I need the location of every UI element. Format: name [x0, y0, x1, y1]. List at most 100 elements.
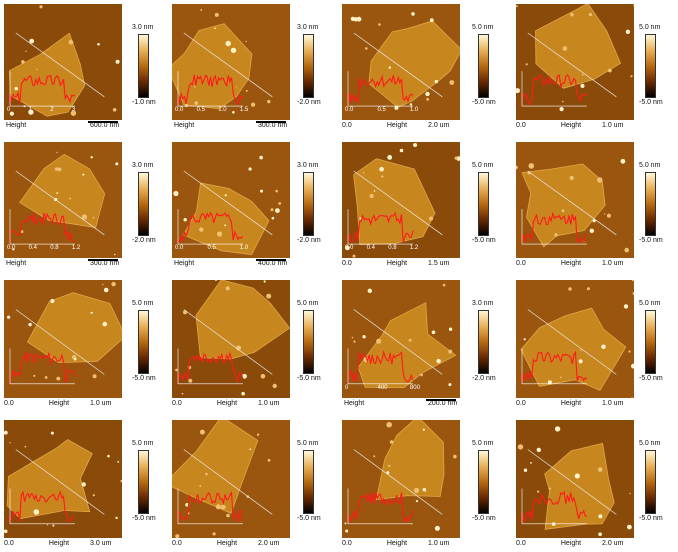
afm-height-image: 0.0 0.4 0.8 1.2	[4, 142, 122, 258]
colorbar-max-label: 5.0 nm	[132, 300, 154, 307]
channel-label: Height	[386, 122, 408, 129]
colorbar-max-label: 3.0 nm	[132, 24, 154, 31]
height-profile-trace	[347, 74, 414, 107]
afm-height-image	[342, 420, 460, 538]
afm-height-image	[516, 420, 634, 538]
profile-tick-label: 0.0	[175, 107, 184, 114]
height-profile-trace	[347, 349, 414, 384]
scan-size-label: 1.0 um	[602, 400, 624, 407]
height-colorbar	[645, 172, 656, 236]
scan-size-label: 300.0 nm	[258, 122, 288, 129]
colorbar-min-label: -5.0 nm	[132, 515, 156, 522]
colorbar-max-label: 3.0 nm	[297, 162, 319, 169]
colorbar-max-label: 3.0 nm	[472, 300, 494, 307]
height-profile-trace	[177, 490, 244, 524]
colorbar-max-label: 5.0 nm	[472, 24, 494, 31]
scale-bar	[426, 399, 456, 401]
scan-size-label: 300.0 nm	[90, 260, 120, 267]
axis-start-label: 0.0	[172, 540, 182, 547]
afm-height-image: 0.0 0.4 0.8 1.2	[342, 142, 460, 258]
colorbar-min-label: -5.0 nm	[472, 237, 496, 244]
height-colorbar	[478, 450, 489, 514]
scale-bar	[88, 121, 118, 123]
height-profile-trace	[9, 490, 76, 524]
colorbar-max-label: 5.0 nm	[297, 300, 319, 307]
afm-height-image: 0.0 0.5 1.0 1.5	[172, 4, 290, 120]
afm-height-image	[516, 280, 634, 398]
scan-size-label: 2.0 um	[428, 122, 450, 129]
channel-label: Height	[174, 122, 195, 129]
scale-bar	[256, 121, 286, 123]
scale-bar	[88, 259, 118, 261]
height-profile-trace	[347, 492, 414, 524]
scan-size-label: 1.0 um	[602, 122, 624, 129]
height-profile-trace	[347, 211, 414, 245]
profile-tick-label: 0.5	[207, 245, 216, 252]
height-colorbar	[478, 34, 489, 98]
colorbar-max-label: 5.0 nm	[639, 440, 661, 447]
channel-label: Height	[560, 540, 582, 547]
height-colorbar	[645, 450, 656, 514]
colorbar-max-label: 5.0 nm	[639, 24, 661, 31]
profile-tick-label: 1.0	[239, 245, 249, 252]
axis-start-label: 0.0	[516, 122, 526, 129]
channel-label: Height	[216, 540, 238, 547]
scan-size-label: 1.0 um	[428, 540, 450, 547]
channel-label: Height	[48, 540, 70, 547]
afm-height-image	[4, 420, 122, 538]
channel-label: Height	[560, 122, 582, 129]
height-colorbar	[645, 34, 656, 98]
colorbar-max-label: 5.0 nm	[297, 440, 319, 447]
height-colorbar	[303, 450, 314, 514]
height-colorbar	[138, 172, 149, 236]
colorbar-min-label: -2.0 nm	[132, 237, 156, 244]
colorbar-min-label: -5.0 nm	[472, 515, 496, 522]
profile-tick-label: 400	[377, 384, 388, 391]
colorbar-max-label: 5.0 nm	[639, 300, 661, 307]
height-profile-trace	[9, 212, 76, 245]
height-profile-trace	[521, 350, 588, 384]
profile-tick-label: 0.0	[175, 245, 184, 252]
profile-tick-label: 3	[71, 107, 76, 114]
scan-size-label: 2.0 um	[258, 540, 280, 547]
afm-height-image: 0 1 2 3	[4, 4, 122, 120]
scan-size-label: 1.0 um	[90, 400, 112, 407]
profile-tick-label: 1.2	[71, 245, 81, 252]
height-profile-trace	[9, 351, 76, 384]
axis-start-label: 0.0	[516, 260, 526, 267]
axis-start-label: 0.0	[4, 540, 14, 547]
height-colorbar	[138, 450, 149, 514]
height-profile-trace	[521, 73, 588, 107]
profile-tick-label: 0.0	[345, 245, 354, 252]
axis-start-label: 0.0	[342, 260, 352, 267]
afm-height-image	[516, 4, 634, 120]
afm-height-image: 0.0 0.5 1.0	[342, 4, 460, 120]
axis-start-label: 0.0	[516, 400, 526, 407]
channel-label: Height	[560, 260, 582, 267]
height-profile-trace	[9, 74, 76, 107]
height-profile-trace	[521, 490, 588, 524]
profile-tick-label: 0.0	[345, 107, 354, 114]
height-colorbar	[303, 172, 314, 236]
axis-start-label: 0.0	[516, 540, 526, 547]
height-colorbar	[645, 310, 656, 374]
profile-tick-label: 0.5	[377, 107, 386, 114]
profile-tick-label: 1.5	[239, 107, 249, 114]
scale-bar	[256, 259, 286, 261]
channel-label: Height	[216, 400, 238, 407]
profile-tick-label: 1.2	[409, 245, 419, 252]
colorbar-min-label: -5.0 nm	[639, 99, 663, 106]
scan-size-label: 1.0 um	[602, 260, 624, 267]
afm-height-image	[172, 280, 290, 398]
colorbar-max-label: 5.0 nm	[639, 162, 661, 169]
height-profile-trace	[177, 351, 244, 384]
colorbar-min-label: -2.0 nm	[297, 99, 321, 106]
colorbar-min-label: -2.0 nm	[297, 237, 321, 244]
scan-size-label: 1.0 um	[258, 400, 280, 407]
profile-tick-label: 0.4	[366, 245, 375, 252]
afm-height-image	[172, 420, 290, 538]
colorbar-min-label: -5.0 nm	[297, 375, 321, 382]
profile-tick-label: 0.8	[388, 245, 397, 252]
height-colorbar	[303, 310, 314, 374]
